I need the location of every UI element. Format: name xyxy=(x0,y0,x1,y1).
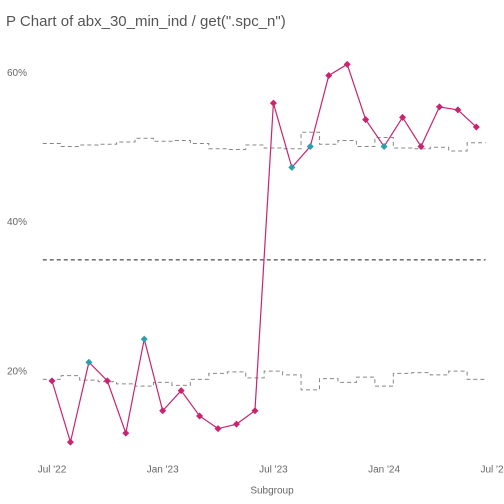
x-tick-label: Jul '24 xyxy=(481,465,504,476)
data-point xyxy=(140,335,148,343)
x-tick-label: Jul '23 xyxy=(259,465,288,476)
x-tick-label: Jan '24 xyxy=(368,465,400,476)
data-line xyxy=(51,63,477,445)
data-point xyxy=(269,99,277,107)
lower-control-limit xyxy=(42,370,486,391)
x-tick-label: Jan '23 xyxy=(147,465,179,476)
y-tick-label: 60% xyxy=(7,68,27,79)
chart-title: P Chart of abx_30_min_ind / get(".spc_n"… xyxy=(6,13,286,30)
data-point xyxy=(454,106,462,114)
data-point xyxy=(214,425,222,433)
data-point xyxy=(122,429,130,437)
data-point xyxy=(196,412,204,420)
data-point xyxy=(177,387,185,395)
y-tick-label: 40% xyxy=(7,217,27,228)
data-point xyxy=(362,116,370,124)
x-axis-label: Subgroup xyxy=(250,486,294,497)
data-point xyxy=(380,142,388,150)
data-point xyxy=(306,142,314,150)
x-tick-label: Jul '22 xyxy=(38,465,67,476)
data-point xyxy=(251,407,259,415)
data-point xyxy=(48,377,56,385)
data-point xyxy=(325,72,333,80)
data-point xyxy=(343,60,351,68)
data-point xyxy=(399,113,407,121)
data-point xyxy=(472,123,480,131)
data-point xyxy=(159,407,167,415)
data-point xyxy=(66,438,74,446)
data-point xyxy=(288,163,296,171)
upper-control-limit xyxy=(42,131,486,152)
data-point xyxy=(435,103,443,111)
data-point xyxy=(233,420,240,428)
data-point xyxy=(103,377,111,385)
data-point xyxy=(85,358,93,366)
y-tick-label: 20% xyxy=(7,367,27,378)
data-point xyxy=(417,142,425,150)
